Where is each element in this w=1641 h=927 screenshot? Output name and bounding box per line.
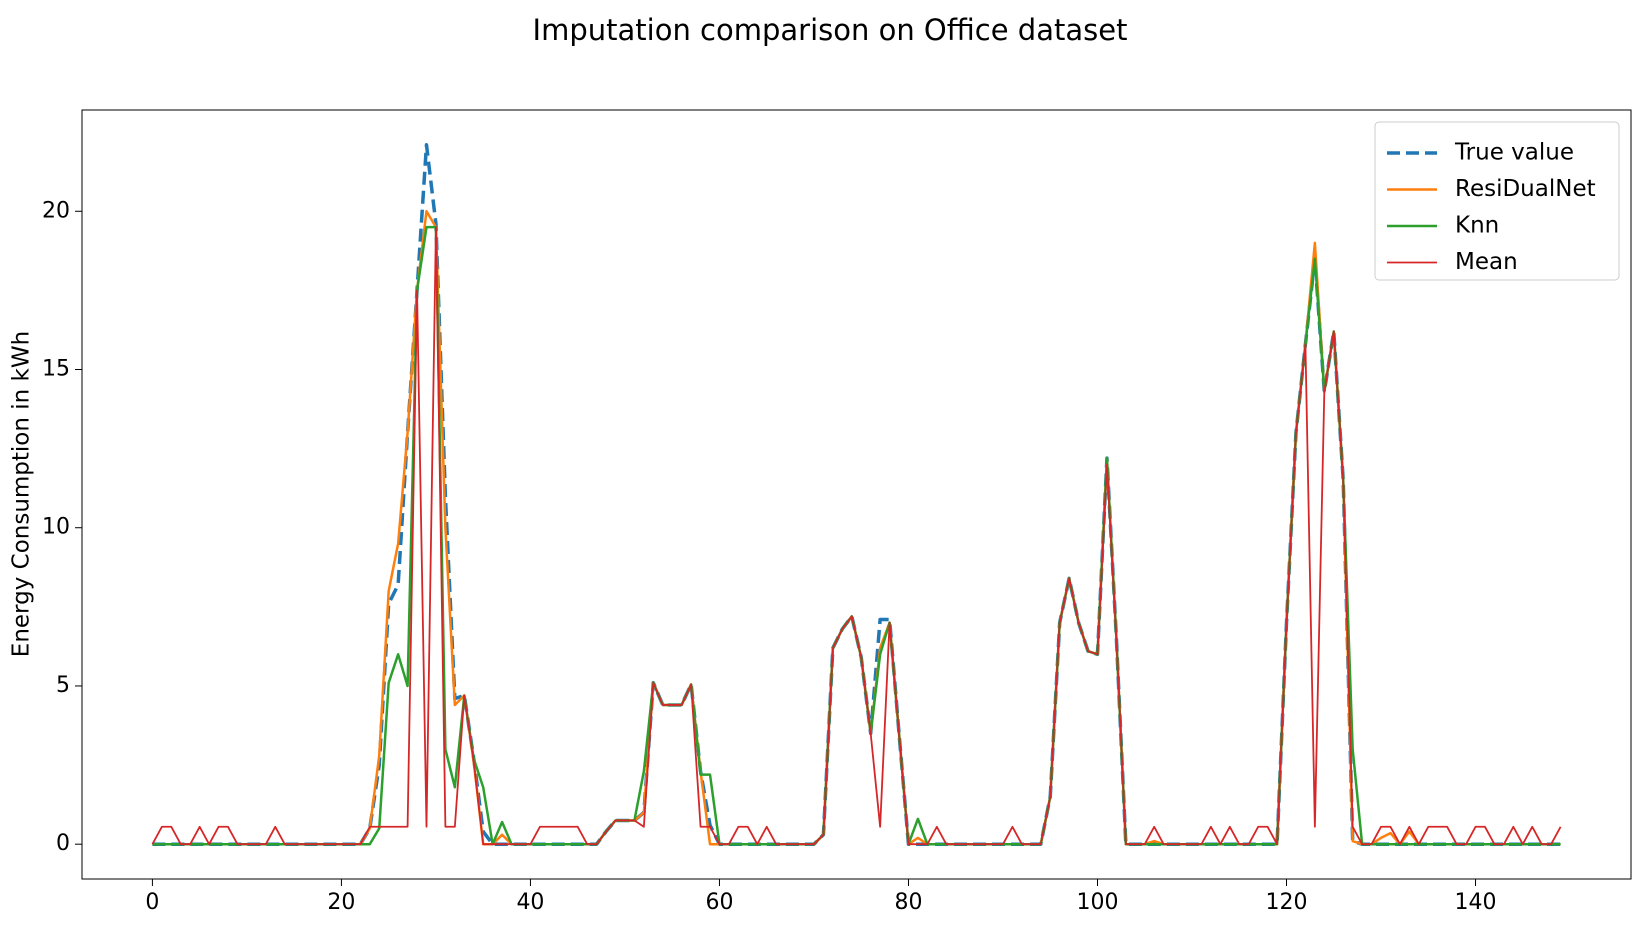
x-tick-label: 20 [327, 890, 355, 915]
x-tick-label: 140 [1455, 890, 1497, 915]
legend-label: ResiDualNet [1455, 176, 1596, 202]
series-line [152, 210, 1561, 846]
x-tick-label: 40 [516, 890, 544, 915]
legend-label: True value [1454, 140, 1574, 166]
x-tick-label: 0 [145, 890, 159, 915]
x-tick-label: 60 [705, 890, 733, 915]
legend-label: Knn [1455, 213, 1499, 239]
legend-box [1374, 121, 1620, 281]
chart-title: Imputation comparison on Office dataset [533, 13, 1128, 47]
y-tick-label: 10 [42, 515, 70, 540]
y-tick-label: 20 [42, 198, 70, 223]
x-tick-label: 120 [1266, 890, 1308, 915]
y-tick-label: 5 [56, 673, 70, 698]
plot-area [81, 109, 1632, 880]
x-tick-label: 80 [894, 890, 922, 915]
y-tick-label: 15 [42, 356, 70, 381]
legend-label: Mean [1455, 249, 1518, 275]
y-axis-label: Energy Consumption in kWh [9, 331, 35, 657]
y-tick-label: 0 [56, 831, 70, 856]
series-line [151, 226, 1562, 846]
x-tick-label: 100 [1076, 890, 1118, 915]
